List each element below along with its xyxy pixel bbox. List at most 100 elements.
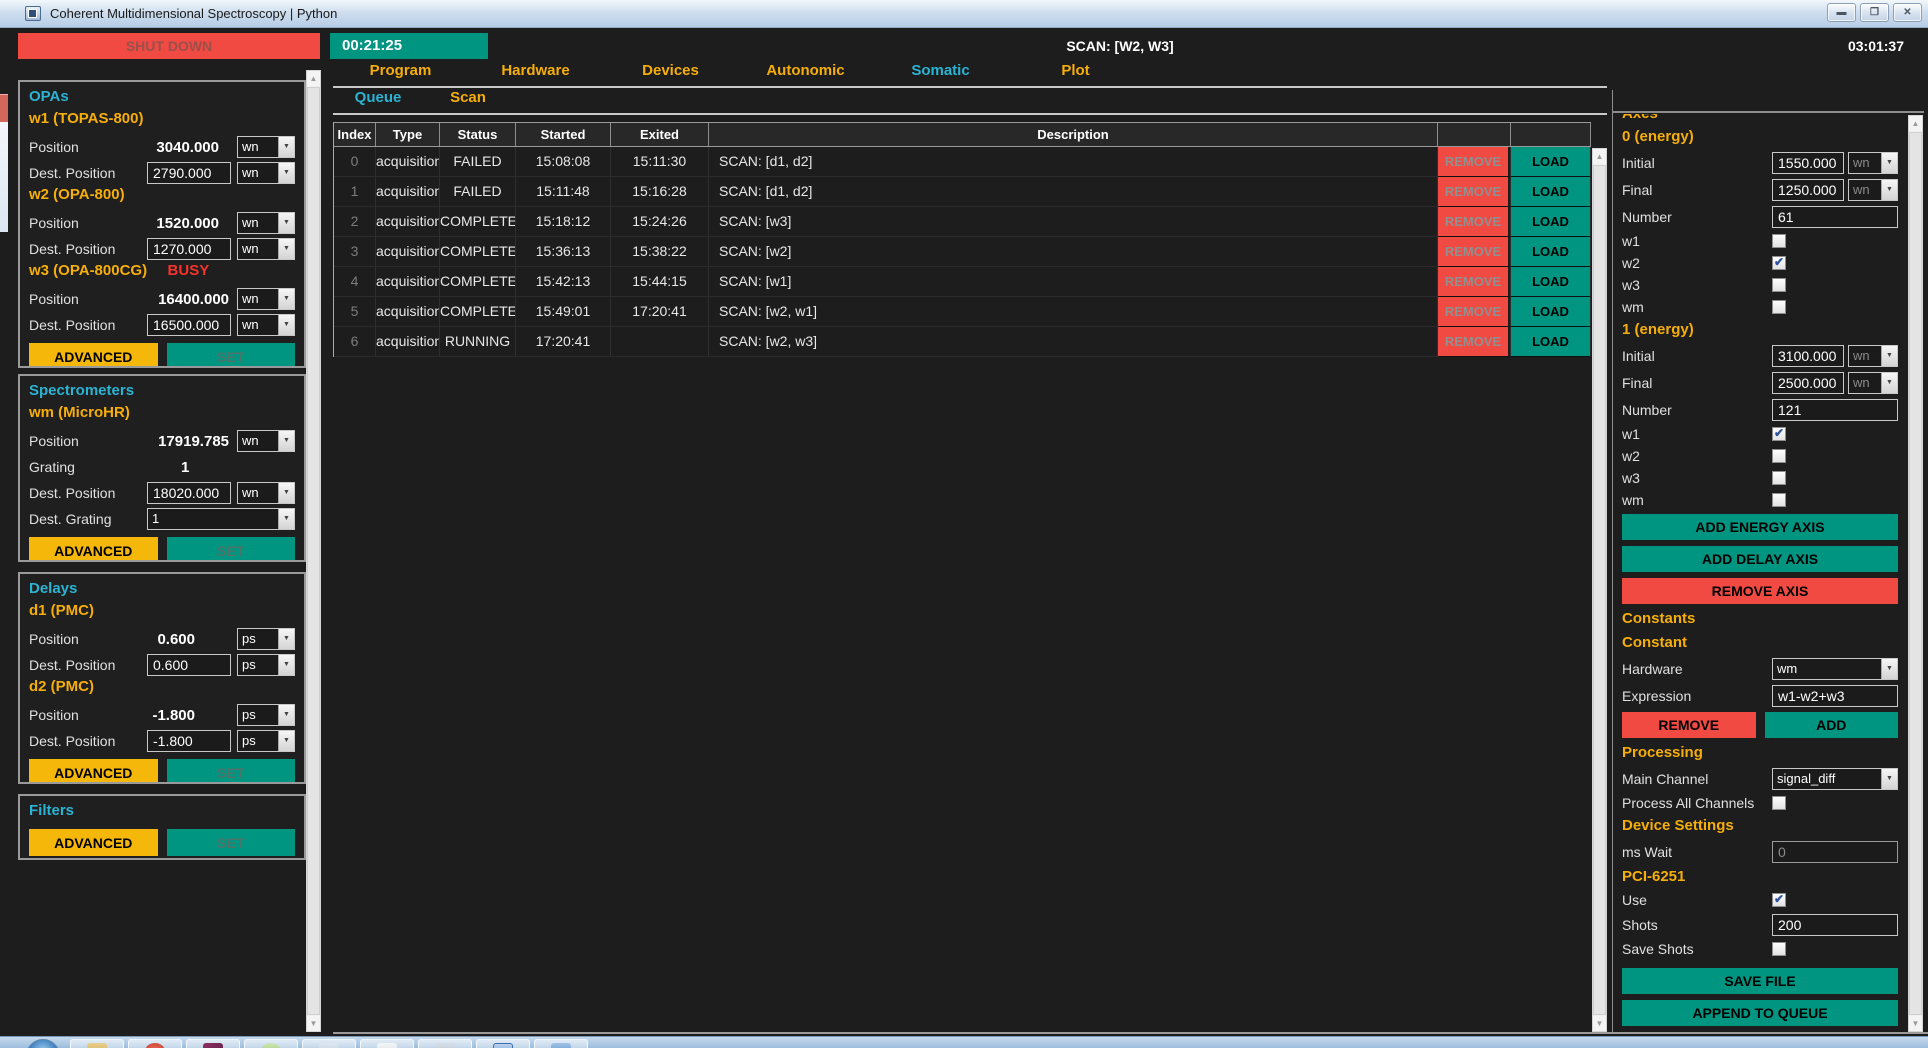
chevron-down-icon[interactable]: ▼	[278, 509, 294, 529]
checkbox-wm[interactable]	[1772, 493, 1786, 507]
remove-button[interactable]: REMOVE	[1438, 147, 1510, 176]
unit-combo[interactable]: wn▼	[1848, 372, 1898, 394]
tab-somatic[interactable]: Somatic	[873, 62, 1008, 84]
load-button[interactable]: LOAD	[1511, 207, 1590, 236]
axis-number-input[interactable]	[1772, 206, 1898, 228]
chevron-down-icon[interactable]: ▼	[1881, 373, 1897, 393]
unit-combo[interactable]: wn▼	[237, 238, 295, 260]
tab-autonomic[interactable]: Autonomic	[738, 62, 873, 84]
tab-devices[interactable]: Devices	[603, 62, 738, 84]
scroll-down-icon[interactable]: ▼	[1593, 1016, 1606, 1031]
unit-combo[interactable]: wn▼	[237, 430, 295, 452]
chevron-down-icon[interactable]: ▼	[278, 163, 294, 183]
chevron-down-icon[interactable]: ▼	[278, 705, 294, 725]
scrollbar-thumb[interactable]	[1909, 132, 1922, 1015]
load-button[interactable]: LOAD	[1511, 147, 1590, 176]
set-button[interactable]: SET	[167, 829, 296, 856]
load-button[interactable]: LOAD	[1511, 327, 1590, 356]
checkbox-wm[interactable]	[1772, 300, 1786, 314]
save-file-button[interactable]: SAVE FILE	[1622, 968, 1898, 994]
scroll-up-icon[interactable]: ▲	[1909, 116, 1922, 131]
minimize-button[interactable]: ▬	[1827, 3, 1856, 22]
set-button[interactable]: SET	[167, 537, 296, 562]
load-button[interactable]: LOAD	[1511, 237, 1590, 266]
save-shots-checkbox[interactable]	[1772, 942, 1786, 956]
scroll-down-icon[interactable]: ▼	[1909, 1016, 1922, 1031]
taskbar-folder-icon[interactable]	[70, 1039, 124, 1048]
restore-button[interactable]: ❐	[1860, 3, 1889, 22]
chevron-down-icon[interactable]: ▼	[278, 731, 294, 751]
shots-input[interactable]	[1772, 914, 1898, 936]
axis-initial-input[interactable]	[1772, 345, 1844, 367]
chevron-down-icon[interactable]: ▼	[278, 239, 294, 259]
chevron-down-icon[interactable]: ▼	[278, 655, 294, 675]
chevron-down-icon[interactable]: ▼	[278, 289, 294, 309]
shutdown-button[interactable]: SHUT DOWN	[18, 33, 320, 59]
append-to-queue-button[interactable]: APPEND TO QUEUE	[1622, 1000, 1898, 1026]
tab-plot[interactable]: Plot	[1008, 62, 1143, 84]
chevron-down-icon[interactable]: ▼	[278, 213, 294, 233]
taskbar-app-icon[interactable]	[476, 1039, 530, 1048]
advanced-button[interactable]: ADVANCED	[29, 537, 158, 562]
unit-combo[interactable]: ps▼	[237, 704, 295, 726]
unit-combo[interactable]: wn▼	[237, 314, 295, 336]
taskbar-app-icon[interactable]	[244, 1039, 298, 1048]
close-button[interactable]: ✕	[1893, 3, 1922, 22]
unit-combo[interactable]: wn▼	[237, 212, 295, 234]
unit-combo[interactable]: wn▼	[1848, 152, 1898, 174]
unit-combo[interactable]: wn▼	[237, 288, 295, 310]
remove-button[interactable]: REMOVE	[1438, 207, 1510, 236]
axis-initial-input[interactable]	[1772, 152, 1844, 174]
chevron-down-icon[interactable]: ▼	[278, 315, 294, 335]
load-button[interactable]: LOAD	[1511, 177, 1590, 206]
scrollbar-thumb[interactable]	[1593, 165, 1606, 1015]
unit-combo[interactable]: ps▼	[237, 730, 295, 752]
taskbar-app-icon[interactable]	[186, 1039, 240, 1048]
load-button[interactable]: LOAD	[1511, 297, 1590, 326]
start-button-icon[interactable]	[26, 1039, 60, 1048]
main-channel-combo[interactable]: signal_diff▼	[1772, 768, 1898, 790]
remove-constant-button[interactable]: REMOVE	[1622, 712, 1756, 738]
chevron-down-icon[interactable]: ▼	[1881, 153, 1897, 173]
subtab-queue[interactable]: Queue	[333, 89, 423, 111]
scroll-up-icon[interactable]: ▲	[307, 71, 320, 86]
advanced-button[interactable]: ADVANCED	[29, 759, 158, 784]
unit-combo[interactable]: wn▼	[1848, 179, 1898, 201]
chevron-down-icon[interactable]: ▼	[1881, 659, 1897, 679]
add-delay-axis-button[interactable]: ADD DELAY AXIS	[1622, 546, 1898, 572]
add-energy-axis-button[interactable]: ADD ENERGY AXIS	[1622, 514, 1898, 540]
dest-position-input[interactable]	[147, 162, 231, 184]
taskbar-app-icon[interactable]	[418, 1039, 472, 1048]
dest-position-input[interactable]	[147, 730, 231, 752]
unit-combo[interactable]: wn▼	[237, 136, 295, 158]
unit-combo[interactable]: ps▼	[237, 654, 295, 676]
checkbox-w3[interactable]	[1772, 278, 1786, 292]
chevron-down-icon[interactable]: ▼	[278, 137, 294, 157]
unit-combo[interactable]: ps▼	[237, 628, 295, 650]
dest-position-input[interactable]	[147, 314, 231, 336]
checkbox-w2[interactable]	[1772, 449, 1786, 463]
checkbox-w2[interactable]	[1772, 256, 1786, 270]
hardware-combo[interactable]: wm▼	[1772, 658, 1898, 680]
remove-button[interactable]: REMOVE	[1438, 297, 1510, 326]
remove-button[interactable]: REMOVE	[1438, 327, 1510, 356]
remove-button[interactable]: REMOVE	[1438, 177, 1510, 206]
unit-combo[interactable]: wn▼	[1848, 345, 1898, 367]
load-button[interactable]: LOAD	[1511, 267, 1590, 296]
axis-number-input[interactable]	[1772, 399, 1898, 421]
checkbox-w1[interactable]	[1772, 427, 1786, 441]
axis-final-input[interactable]	[1772, 372, 1844, 394]
ms-wait-input[interactable]	[1772, 841, 1898, 863]
scroll-down-icon[interactable]: ▼	[307, 1016, 320, 1031]
scroll-up-icon[interactable]: ▲	[1593, 149, 1606, 164]
process-all-channels-checkbox[interactable]	[1772, 796, 1786, 810]
chevron-down-icon[interactable]: ▼	[278, 483, 294, 503]
set-button[interactable]: SET	[167, 343, 296, 368]
scrollbar-thumb[interactable]	[307, 87, 320, 1015]
taskbar-app-icon[interactable]	[534, 1039, 588, 1048]
remove-button[interactable]: REMOVE	[1438, 267, 1510, 296]
taskbar-app-icon[interactable]	[128, 1039, 182, 1048]
unit-combo[interactable]: wn▼	[237, 162, 295, 184]
chevron-down-icon[interactable]: ▼	[278, 431, 294, 451]
tab-program[interactable]: Program	[333, 62, 468, 84]
